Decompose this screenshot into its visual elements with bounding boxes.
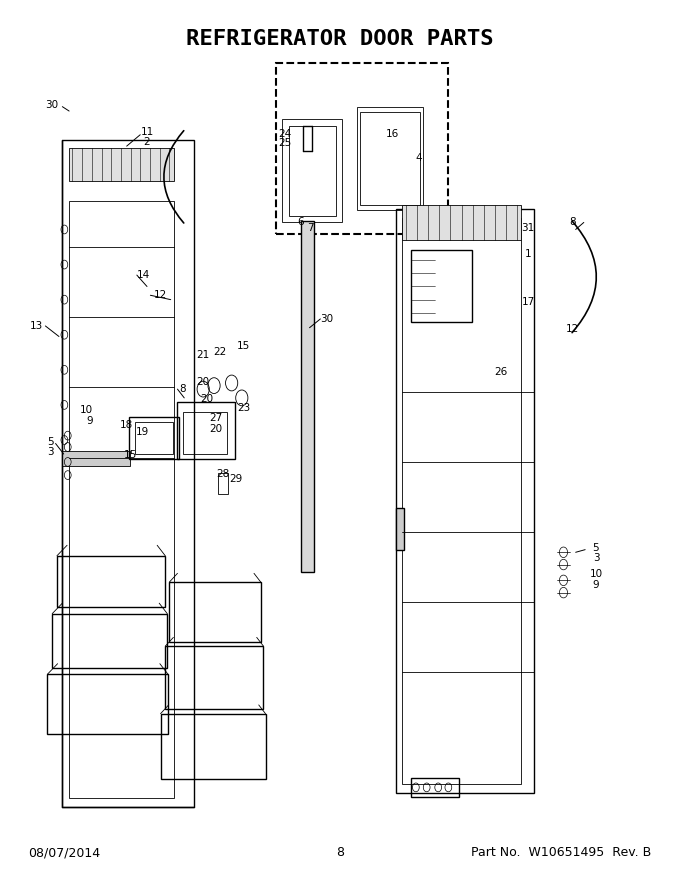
FancyBboxPatch shape <box>403 205 521 240</box>
Text: 20: 20 <box>201 393 214 404</box>
Text: 15: 15 <box>237 341 250 351</box>
Text: 12: 12 <box>566 324 579 334</box>
Text: 27: 27 <box>209 413 222 423</box>
Text: 22: 22 <box>214 348 226 357</box>
Text: 23: 23 <box>237 402 250 413</box>
Text: Part No.  W10651495  Rev. B: Part No. W10651495 Rev. B <box>471 847 651 859</box>
Text: 9: 9 <box>593 580 599 590</box>
Text: 10: 10 <box>590 569 602 579</box>
Text: 5: 5 <box>593 543 599 553</box>
Text: 9: 9 <box>86 415 92 426</box>
Text: 20: 20 <box>209 423 222 434</box>
Text: 2: 2 <box>143 136 150 147</box>
Text: 21: 21 <box>197 350 210 360</box>
Text: 8: 8 <box>336 847 344 859</box>
Text: 31: 31 <box>522 223 535 232</box>
Text: 16: 16 <box>386 128 398 139</box>
FancyBboxPatch shape <box>63 451 130 466</box>
Text: 24: 24 <box>278 128 291 139</box>
FancyBboxPatch shape <box>396 508 404 550</box>
Text: 13: 13 <box>30 321 44 331</box>
Text: 5: 5 <box>47 436 54 447</box>
Text: 15: 15 <box>124 450 137 460</box>
FancyBboxPatch shape <box>69 148 174 181</box>
Text: 18: 18 <box>120 420 133 430</box>
Text: 29: 29 <box>229 474 242 485</box>
Text: 19: 19 <box>135 427 149 437</box>
Text: 08/07/2014: 08/07/2014 <box>29 847 101 859</box>
Text: 8: 8 <box>569 217 575 227</box>
Text: 14: 14 <box>137 270 150 280</box>
Text: 12: 12 <box>154 290 167 300</box>
Text: 30: 30 <box>320 314 334 324</box>
Text: 10: 10 <box>80 405 92 415</box>
Text: 26: 26 <box>494 368 508 378</box>
Text: 28: 28 <box>216 469 229 480</box>
Text: 17: 17 <box>522 297 535 307</box>
Text: 11: 11 <box>140 127 154 137</box>
Text: 4: 4 <box>416 152 422 163</box>
FancyBboxPatch shape <box>301 221 314 572</box>
Text: 3: 3 <box>593 554 599 563</box>
Text: REFRIGERATOR DOOR PARTS: REFRIGERATOR DOOR PARTS <box>186 29 494 49</box>
Text: 8: 8 <box>180 385 186 394</box>
Text: 6: 6 <box>297 217 304 227</box>
Text: 3: 3 <box>47 447 54 458</box>
Text: 30: 30 <box>46 100 58 110</box>
Text: 25: 25 <box>278 138 291 149</box>
Text: 7: 7 <box>307 223 314 232</box>
Text: 20: 20 <box>197 378 209 387</box>
Text: 1: 1 <box>525 249 532 259</box>
